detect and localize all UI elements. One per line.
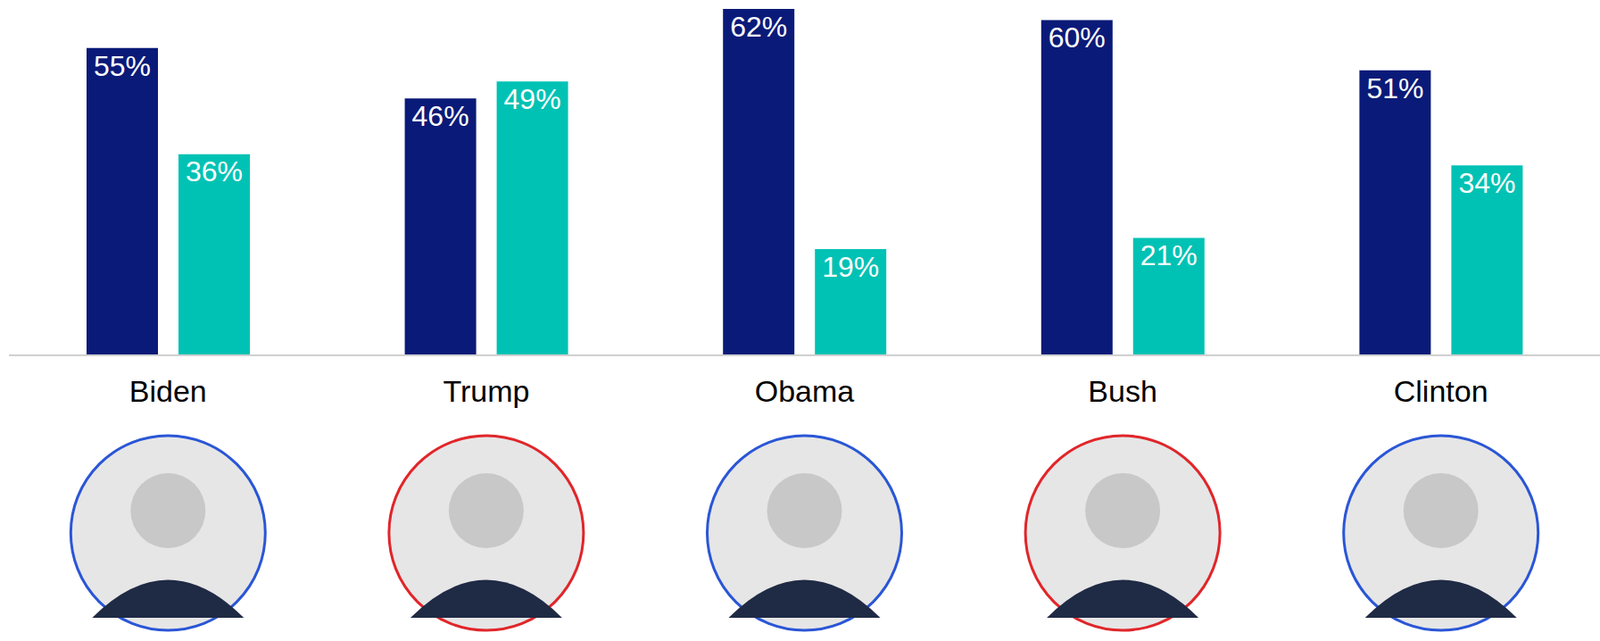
svg-text:55%: 55% bbox=[93, 49, 151, 83]
svg-text:49%: 49% bbox=[504, 82, 562, 116]
svg-text:51%: 51% bbox=[1366, 72, 1424, 105]
svg-text:Bush: Bush bbox=[1087, 373, 1158, 408]
svg-text:62%: 62% bbox=[729, 10, 788, 43]
svg-text:Biden: Biden bbox=[129, 373, 208, 408]
svg-text:36%: 36% bbox=[185, 155, 243, 188]
svg-text:46%: 46% bbox=[412, 99, 470, 133]
svg-text:19%: 19% bbox=[821, 250, 879, 283]
svg-text:Clinton: Clinton bbox=[1393, 373, 1489, 408]
svg-text:21%: 21% bbox=[1140, 239, 1198, 272]
svg-text:34%: 34% bbox=[1458, 166, 1516, 199]
svg-text:60%: 60% bbox=[1048, 21, 1106, 54]
svg-text:Trump: Trump bbox=[442, 373, 530, 408]
svg-text:Obama: Obama bbox=[754, 373, 855, 408]
